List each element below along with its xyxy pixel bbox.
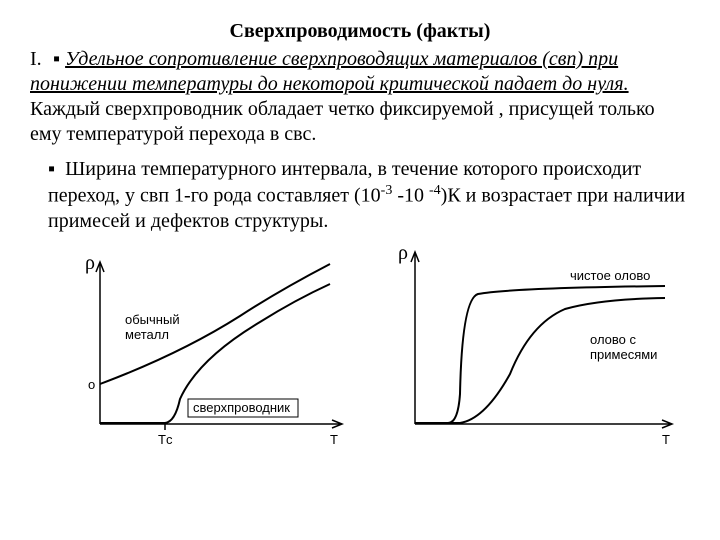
paragraph-2: ▪ Ширина температурного интервала, в теч… xyxy=(30,157,690,234)
label-imp-1: олово с xyxy=(590,332,637,347)
p2-mid: -10 xyxy=(392,185,429,207)
charts-row: ρ обычный металл сверхпроводник o Tс T ρ xyxy=(30,244,690,454)
chart-right: ρ чистое олово олово с примесями T xyxy=(370,244,690,454)
chart-left-svg: обычный металл сверхпроводник o Tс T xyxy=(30,244,370,454)
rho-label-right: ρ xyxy=(398,242,408,265)
roman-numeral: I. xyxy=(30,47,48,72)
p1-rest: Каждый сверхпроводник обладает четко фик… xyxy=(30,98,655,145)
page-title: Сверхпроводимость (факты) xyxy=(30,20,690,43)
tick-o: o xyxy=(88,377,95,392)
label-metal-2: металл xyxy=(125,327,169,342)
bullet-2: ▪ xyxy=(48,158,55,180)
p1-emphasis: Удельное сопротивление сверхпроводящих м… xyxy=(30,48,629,95)
bullet-1: ▪ xyxy=(53,48,60,70)
axis-t-left: T xyxy=(330,432,338,447)
label-sc: сверхпроводник xyxy=(193,400,290,415)
chart-left: ρ обычный металл сверхпроводник o Tс T xyxy=(30,244,370,454)
axis-t-right: T xyxy=(662,432,670,447)
p2-exp2: -4 xyxy=(429,183,441,198)
label-pure: чистое олово xyxy=(570,268,650,283)
tick-tc: Tс xyxy=(158,432,173,447)
paragraph-1: I. ▪ Удельное сопротивление сверхпроводя… xyxy=(30,47,690,147)
p2-exp1: -3 xyxy=(381,183,393,198)
chart-right-svg: чистое олово олово с примесями T xyxy=(370,244,690,454)
label-metal-1: обычный xyxy=(125,312,180,327)
label-imp-2: примесями xyxy=(590,347,657,362)
rho-label-left: ρ xyxy=(85,252,95,275)
